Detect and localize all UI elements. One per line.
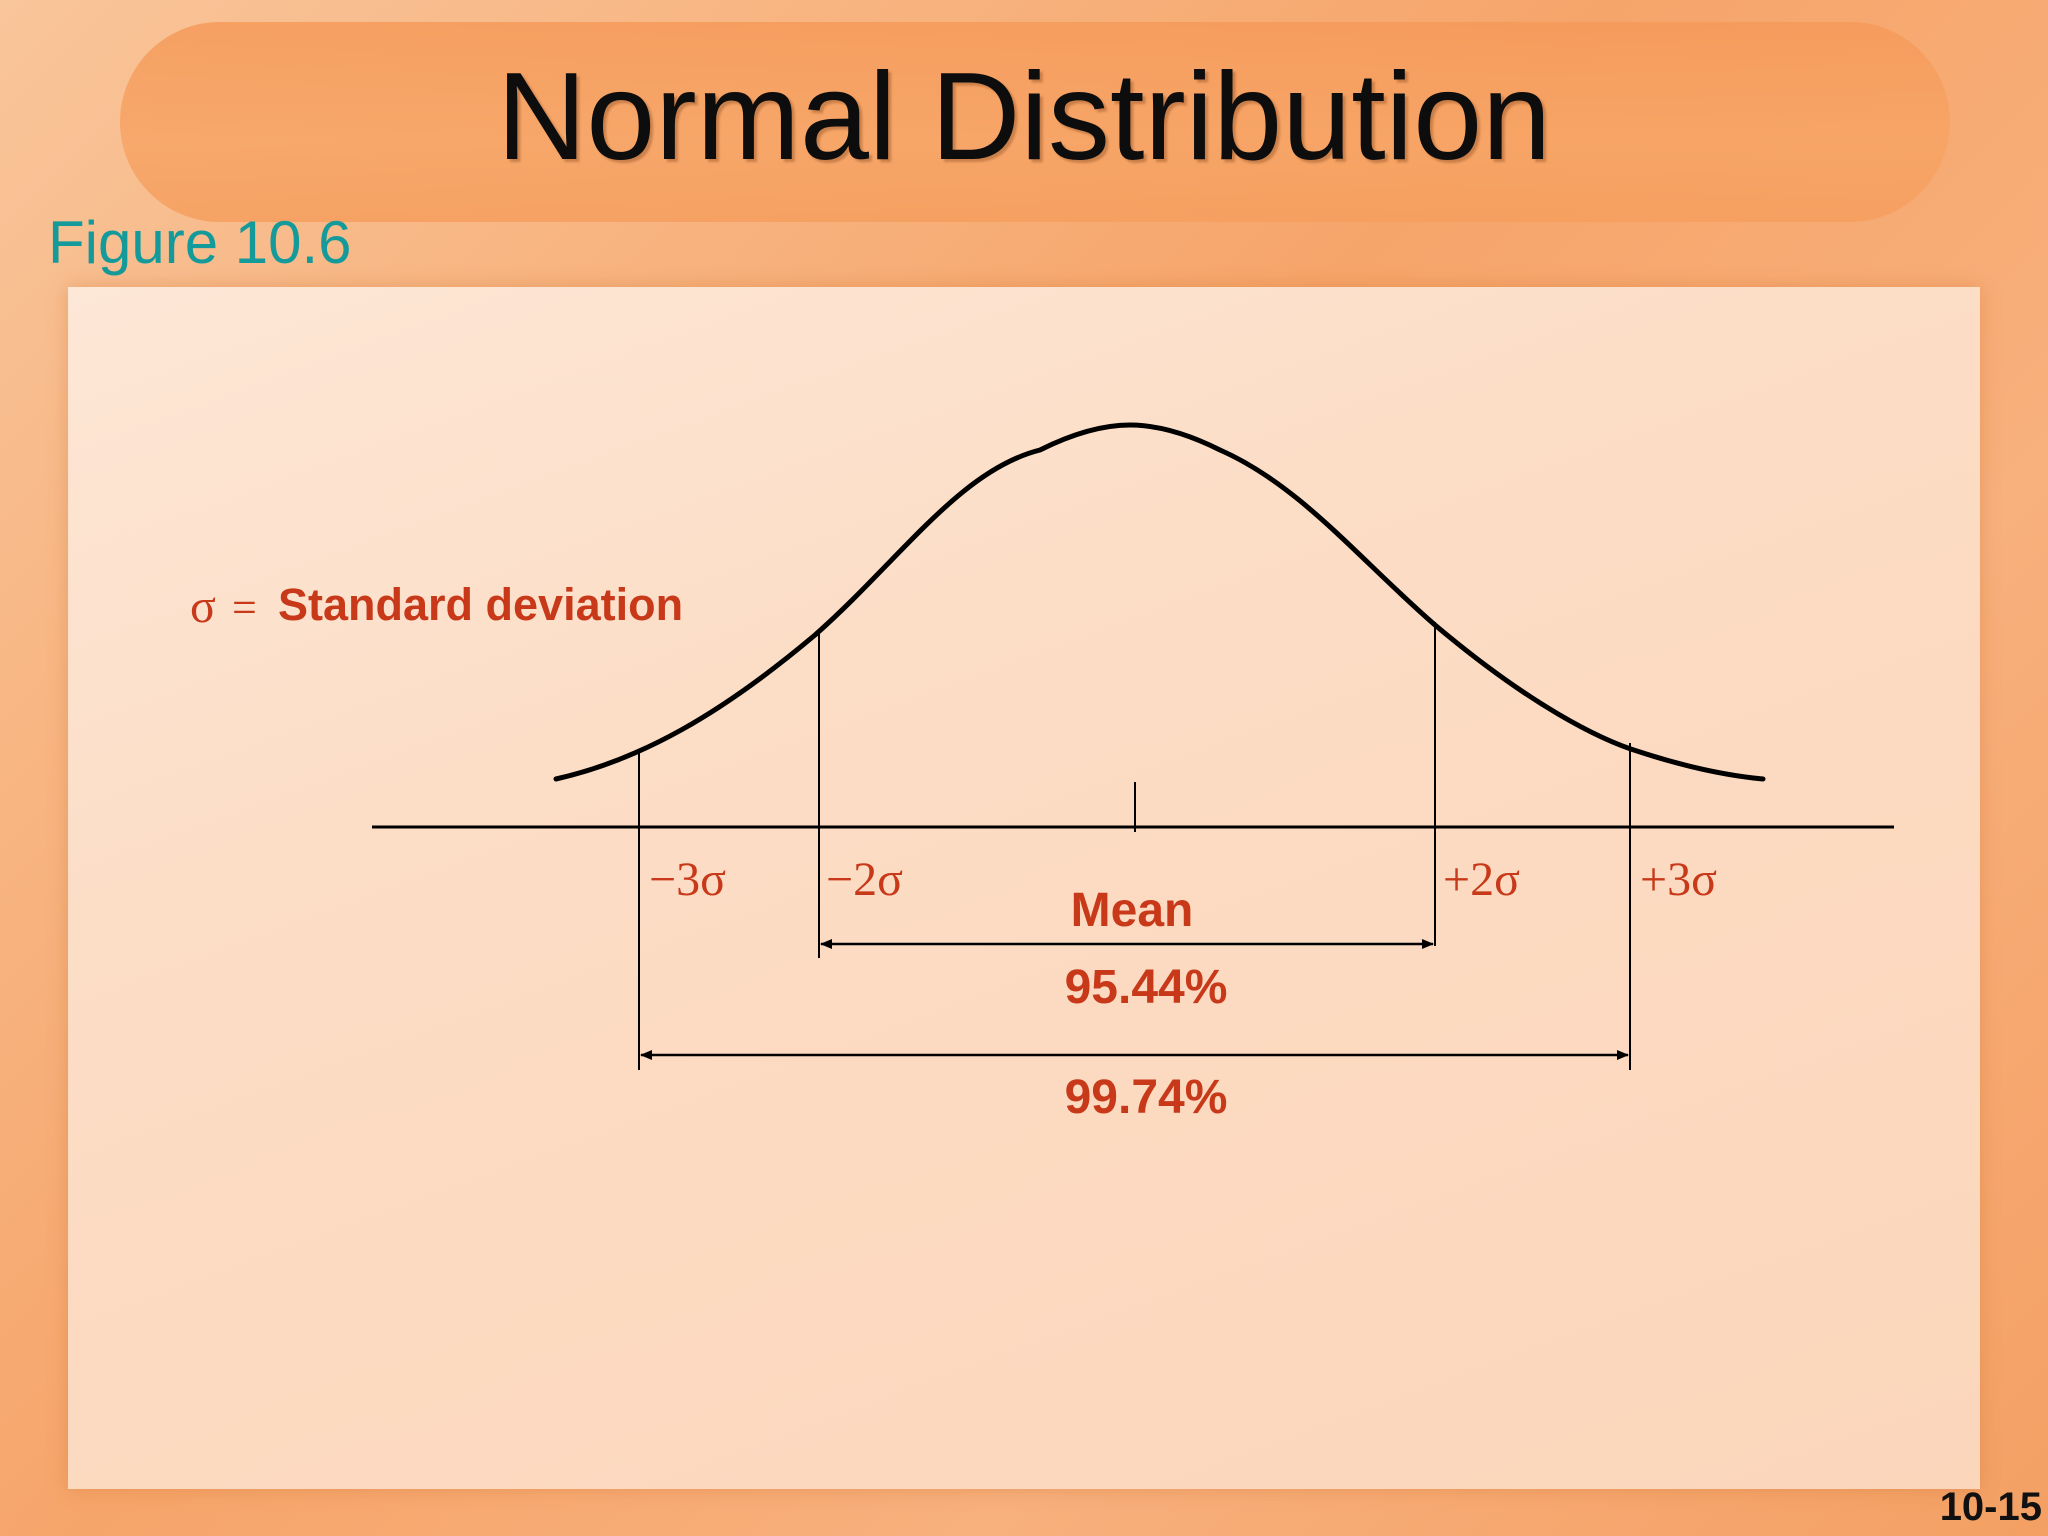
title-band [120, 22, 1950, 222]
plus2-sigma-label: +2σ [1443, 853, 1520, 906]
legend-equals: = [232, 583, 257, 632]
legend-text: Standard deviation [278, 579, 683, 630]
two-sigma-percent-label: 95.44% [1065, 961, 1228, 1014]
plus3-sigma-label: +3σ [1640, 853, 1717, 906]
slide-title: Normal Distribution [496, 48, 1552, 186]
bell-curve [553, 422, 1766, 782]
slide-number: 10-15 [1939, 1485, 2042, 1529]
figure-label: Figure 10.6 [48, 209, 352, 276]
three-sigma-percent-label: 99.74% [1065, 1071, 1228, 1124]
minus3-sigma-label: −3σ [649, 853, 726, 906]
mean-label: Mean [1071, 884, 1194, 937]
diagram-panel [68, 287, 1980, 1489]
legend-sigma-symbol: σ [190, 580, 216, 633]
minus2-sigma-label: −2σ [826, 853, 903, 906]
